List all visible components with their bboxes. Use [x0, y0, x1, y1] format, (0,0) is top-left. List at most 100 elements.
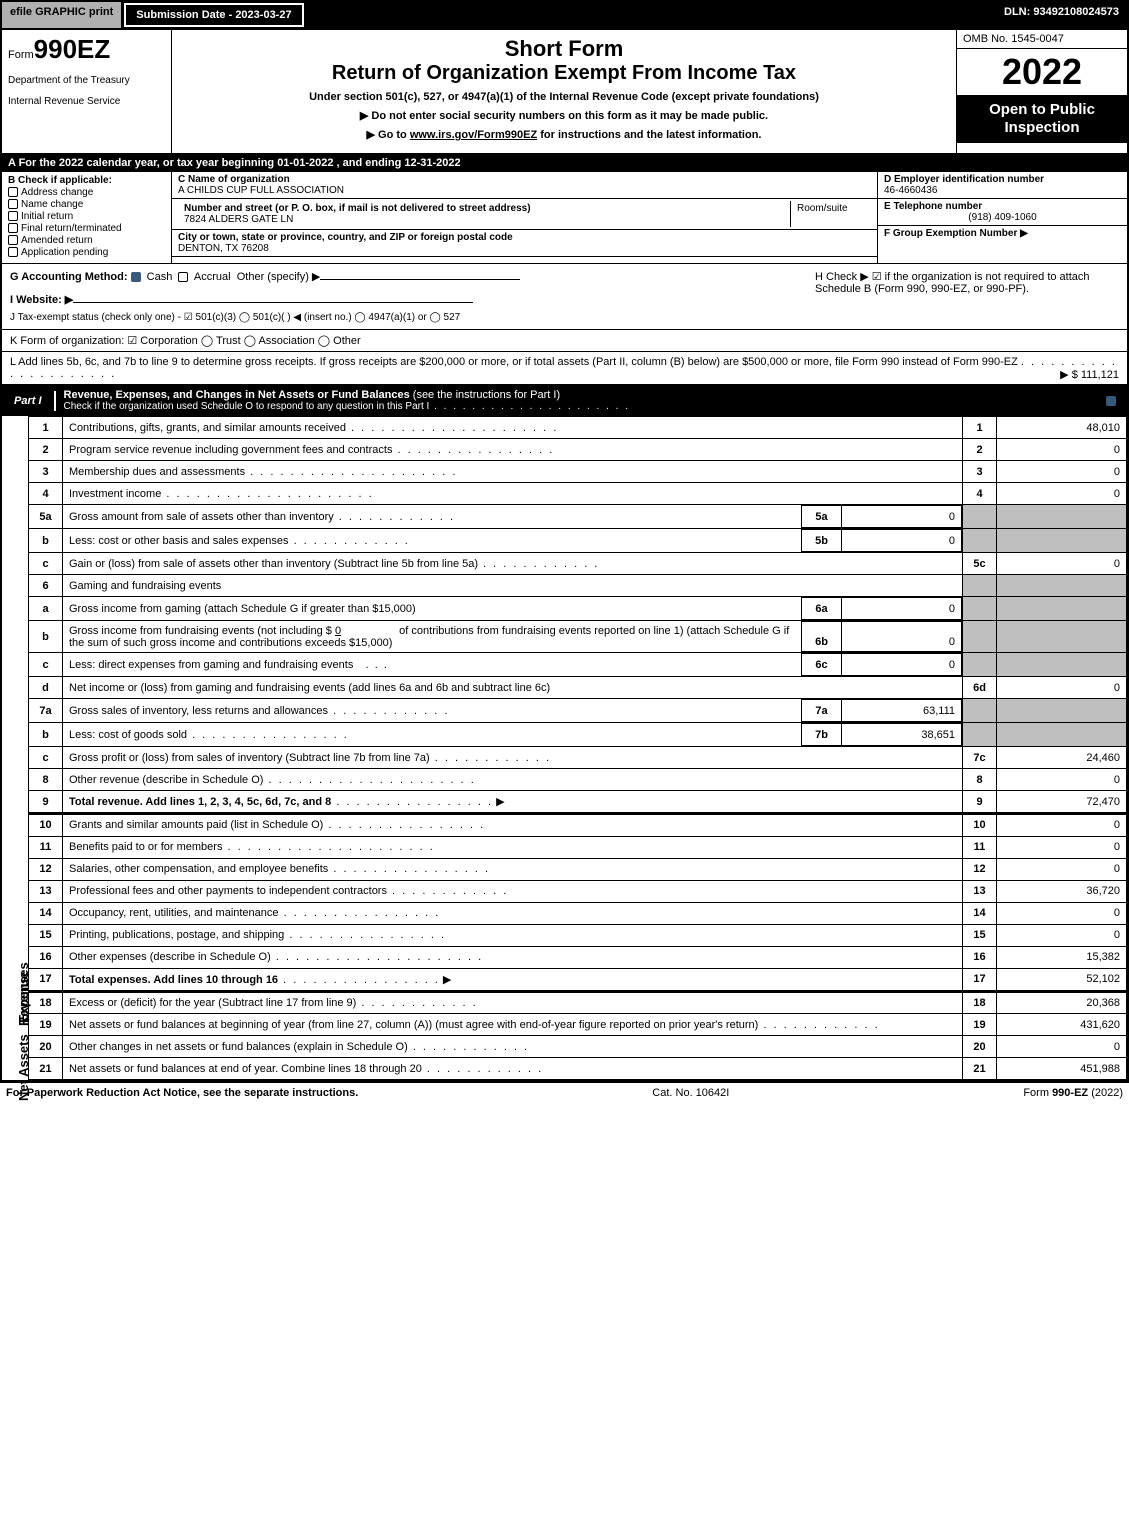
b-title: B Check if applicable: [8, 175, 112, 186]
opt-addr-change: Address change [21, 187, 93, 198]
name-change-checkbox[interactable] [8, 199, 18, 209]
l16-amt: 15,382 [997, 946, 1127, 968]
l12-rn: 12 [963, 858, 997, 880]
irs-label: Internal Revenue Service [8, 96, 165, 107]
omb-number: OMB No. 1545-0047 [957, 30, 1127, 49]
l5b-grey [963, 529, 997, 553]
website-label: I Website: ▶ [10, 294, 73, 306]
l7a-num: 7a [29, 699, 63, 723]
app-pending-checkbox[interactable] [8, 247, 18, 257]
l5a-grey2 [997, 505, 1127, 529]
l13-amt: 36,720 [997, 880, 1127, 902]
l6d-rn: 6d [963, 677, 997, 699]
l5a-grey [963, 505, 997, 529]
irs-link[interactable]: www.irs.gov/Form990EZ [410, 129, 537, 141]
l18-amt: 20,368 [997, 992, 1127, 1014]
amended-return-checkbox[interactable] [8, 235, 18, 245]
city-label: City or town, state or province, country… [178, 232, 871, 243]
room-suite-label: Room/suite [791, 201, 871, 227]
addr-change-checkbox[interactable] [8, 187, 18, 197]
submission-date: Submission Date - 2023-03-27 [124, 3, 303, 27]
l3-num: 3 [29, 461, 63, 483]
part-1-paren: (see the instructions for Part I) [410, 389, 560, 401]
l6c-grey2 [997, 653, 1127, 677]
column-d: D Employer identification number 46-4660… [877, 172, 1127, 263]
l14-num: 14 [29, 902, 63, 924]
l7a-sa: 63,111 [842, 700, 962, 722]
group-exemption-label: F Group Exemption Number ▶ [884, 228, 1121, 239]
final-return-checkbox[interactable] [8, 223, 18, 233]
form-id-box: Form990EZ Department of the Treasury Int… [2, 30, 172, 153]
cash-checkbox[interactable] [131, 272, 141, 282]
title-column: Short Form Return of Organization Exempt… [172, 30, 957, 153]
l5a-sn: 5a [802, 506, 842, 528]
l8-rn: 8 [963, 769, 997, 791]
l6a-sn: 6a [802, 598, 842, 620]
l7c-rn: 7c [963, 747, 997, 769]
accrual-checkbox[interactable] [178, 272, 188, 282]
l20-rn: 20 [963, 1036, 997, 1058]
form-header: Form990EZ Department of the Treasury Int… [2, 30, 1127, 154]
l6b-sa: 0 [842, 622, 962, 652]
l7a-sn: 7a [802, 700, 842, 722]
l6a-grey [963, 597, 997, 621]
l5a-sa: 0 [842, 506, 962, 528]
l3-desc: Membership dues and assessments [69, 466, 245, 478]
l10-amt: 0 [997, 814, 1127, 836]
l11-num: 11 [29, 836, 63, 858]
l13-rn: 13 [963, 880, 997, 902]
right-column: OMB No. 1545-0047 2022 Open to Public In… [957, 30, 1127, 153]
l19-rn: 19 [963, 1014, 997, 1036]
l7b-num: b [29, 723, 63, 747]
l2-desc: Program service revenue including govern… [69, 444, 392, 456]
l7b-desc: Less: cost of goods sold [69, 729, 187, 741]
l10-desc: Grants and similar amounts paid (list in… [69, 819, 323, 831]
schedule-o-checkbox[interactable] [1106, 396, 1116, 406]
l15-amt: 0 [997, 924, 1127, 946]
ein-value: 46-4660436 [884, 185, 1121, 196]
efile-print-button[interactable]: efile GRAPHIC print [2, 2, 123, 28]
column-b: B Check if applicable: Address change Na… [2, 172, 172, 263]
cash-label: Cash [147, 271, 173, 283]
l15-num: 15 [29, 924, 63, 946]
netassets-table: 18Excess or (deficit) for the year (Subt… [28, 991, 1127, 1081]
subtitle: Under section 501(c), 527, or 4947(a)(1)… [182, 91, 946, 103]
part-1-header: Part I Revenue, Expenses, and Changes in… [2, 384, 1127, 416]
l6a-sa: 0 [842, 598, 962, 620]
l2-amt: 0 [997, 439, 1127, 461]
l10-num: 10 [29, 814, 63, 836]
l13-desc: Professional fees and other payments to … [69, 885, 387, 897]
city-state-zip: DENTON, TX 76208 [178, 243, 871, 254]
l6b-num: b [29, 621, 63, 653]
l11-rn: 11 [963, 836, 997, 858]
telephone: (918) 409-1060 [884, 212, 1121, 223]
goto-post: for instructions and the latest informat… [537, 129, 761, 141]
l6b-sn: 6b [802, 622, 842, 652]
opt-pending: Application pending [21, 247, 108, 258]
l20-num: 20 [29, 1036, 63, 1058]
l6b-grey2 [997, 621, 1127, 653]
l19-amt: 431,620 [997, 1014, 1127, 1036]
dept-treasury: Department of the Treasury [8, 75, 165, 86]
l4-rn: 4 [963, 483, 997, 505]
opt-amended: Amended return [21, 235, 93, 246]
l14-desc: Occupancy, rent, utilities, and maintena… [69, 907, 279, 919]
l8-desc: Other revenue (describe in Schedule O) [69, 774, 263, 786]
l1-amt: 48,010 [997, 417, 1127, 439]
l6d-amt: 0 [997, 677, 1127, 699]
column-c: C Name of organization A CHILDS CUP FULL… [172, 172, 877, 263]
l6a-num: a [29, 597, 63, 621]
form-prefix: Form [8, 49, 34, 61]
l7b-grey2 [997, 723, 1127, 747]
initial-return-checkbox[interactable] [8, 211, 18, 221]
l20-amt: 0 [997, 1036, 1127, 1058]
l17-desc: Total expenses. Add lines 10 through 16 [69, 974, 278, 986]
l6b-d1: Gross income from fundraising events (no… [69, 625, 332, 637]
form-number: 990EZ [34, 34, 111, 64]
l9-num: 9 [29, 791, 63, 813]
l5c-num: c [29, 553, 63, 575]
l15-rn: 15 [963, 924, 997, 946]
dln-number: DLN: 93492108024573 [996, 2, 1127, 28]
row-l: L Add lines 5b, 6c, and 7b to line 9 to … [2, 351, 1127, 384]
l9-amt: 72,470 [997, 791, 1127, 813]
